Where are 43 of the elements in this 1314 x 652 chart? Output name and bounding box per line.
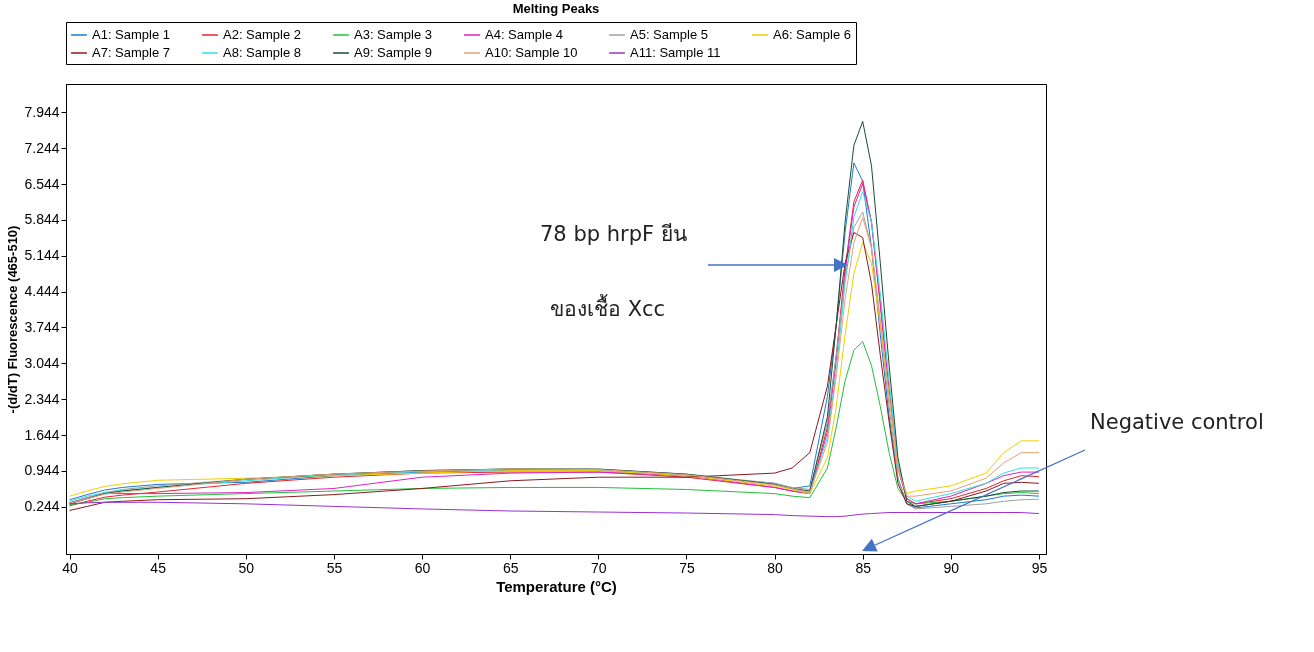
legend-label: A2: Sample 2 bbox=[223, 27, 302, 42]
x-tick-label: 95 bbox=[1031, 559, 1048, 576]
y-tick-label: 0.244 bbox=[24, 498, 60, 515]
y-tick-label: 4.444 bbox=[24, 283, 60, 300]
legend-label: A8: Sample 8 bbox=[223, 45, 302, 60]
legend-label: A5: Sample 5 bbox=[630, 27, 709, 42]
annotation: 78 bp hrpF ยีน bbox=[540, 221, 687, 248]
y-tick-label: 1.644 bbox=[24, 426, 60, 443]
y-tick-label: 5.844 bbox=[24, 211, 60, 228]
x-tick-label: 90 bbox=[943, 559, 960, 576]
x-tick-label: 55 bbox=[326, 559, 343, 576]
legend-label: A3: Sample 3 bbox=[354, 27, 433, 42]
x-tick-label: 80 bbox=[767, 559, 784, 576]
chart-title: Melting Peaks bbox=[512, 0, 600, 16]
x-tick-label: 60 bbox=[414, 559, 431, 576]
x-tick-label: 65 bbox=[502, 559, 519, 576]
legend-label: A11: Sample 11 bbox=[630, 45, 721, 60]
y-tick-label: 5.144 bbox=[24, 247, 60, 264]
legend-label: A7: Sample 7 bbox=[92, 45, 171, 60]
y-tick-label: 2.344 bbox=[24, 390, 60, 407]
x-tick-label: 45 bbox=[150, 559, 167, 576]
text: Negative control bbox=[1090, 410, 1264, 434]
legend-label: A9: Sample 9 bbox=[354, 45, 433, 60]
x-axis-title: Temperature (°C) bbox=[496, 577, 617, 595]
y-tick-label: 0.944 bbox=[24, 462, 60, 479]
x-tick-label: 40 bbox=[62, 559, 79, 576]
annotation: ของเชื้อ Xcc bbox=[550, 293, 666, 323]
y-tick-label: 3.744 bbox=[24, 319, 60, 335]
y-tick-label: 6.544 bbox=[24, 175, 60, 192]
legend-label: A10: Sample 10 bbox=[485, 45, 578, 60]
x-tick-label: 85 bbox=[855, 559, 872, 576]
line-series bbox=[69, 501, 1040, 518]
x-tick-label: 75 bbox=[679, 559, 695, 576]
y-tick-label: 7.944 bbox=[24, 103, 60, 120]
legend-label: A4: Sample 4 bbox=[485, 27, 564, 42]
legend-label: A1: Sample 1 bbox=[92, 27, 171, 42]
x-tick-label: 70 bbox=[591, 559, 607, 576]
y-tick-label: 3.044 bbox=[24, 354, 60, 371]
y-tick-label: 7.244 bbox=[24, 139, 60, 156]
x-tick-label: 50 bbox=[238, 559, 255, 576]
line-series bbox=[69, 341, 1040, 506]
y-axis-title: -(d/dT) Fluorescence (465-510) bbox=[5, 225, 21, 414]
legend-label: A6: Sample 6 bbox=[773, 27, 852, 42]
